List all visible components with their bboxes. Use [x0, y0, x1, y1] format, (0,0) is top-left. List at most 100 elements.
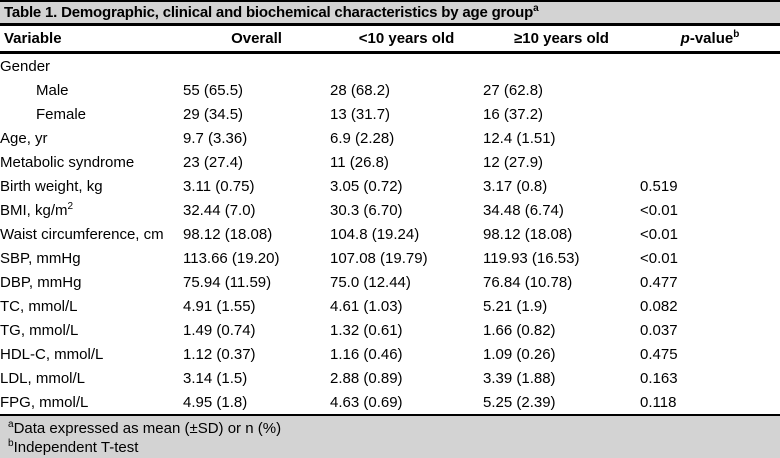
cell-value: <0.01 — [640, 249, 678, 267]
cell-value: 0.519 — [640, 177, 678, 195]
cell-value: 4.61 (1.03) — [330, 297, 403, 315]
row-label: Age, yr — [0, 129, 48, 147]
col-header-pvalue: p-valueb — [640, 26, 780, 54]
cell-value: 3.11 (0.75) — [183, 177, 255, 195]
table-row: TC, mmol/L 4.91 (1.55) 4.61 (1.03) 5.21 (1.… — [0, 294, 780, 318]
cell-value: 16 (37.2) — [483, 105, 544, 123]
row-label: DBP, mmHg — [0, 273, 82, 291]
cell-value: 2.88 (0.89) — [330, 369, 403, 387]
cell-value: 0.475 — [640, 345, 678, 363]
table-row: LDL, mmol/L 3.14 (1.5) 2.88 (0.89) 3.39 (1.… — [0, 366, 780, 390]
cell-value: 13 (31.7) — [330, 105, 391, 123]
cell-value: 104.8 (19.24) — [330, 225, 420, 243]
pvalue-rest: -value — [689, 30, 734, 47]
table-row: DBP, mmHg 75.94 (11.59) 75.0 (12.44) 76.84 … — [0, 270, 780, 294]
cell-value: 3.05 (0.72) — [330, 177, 403, 195]
cell-value: 0.037 — [640, 321, 678, 339]
row-label: FPG, mmol/L — [0, 390, 183, 416]
cell-value: <0.01 — [640, 225, 678, 243]
table-title: Table 1. Demographic, clinical and bioch… — [0, 2, 780, 26]
table-title-text: Table 1. Demographic, clinical and bioch… — [4, 4, 534, 21]
cell-value: 5.21 (1.9) — [483, 297, 548, 315]
cell-value: 1.16 (0.46) — [330, 345, 403, 363]
cell-value — [183, 53, 330, 79]
table-row: Waist circumference, cm 98.12 (18.08) 104.… — [0, 222, 780, 246]
table-row: Age, yr 9.7 (3.36) 6.9 (2.28) 12.4 (1.51) — [0, 126, 780, 150]
row-label: BMI, kg/m2 — [0, 200, 74, 219]
cell-value: 32.44 (7.0) — [183, 201, 256, 219]
row-label: Metabolic syndrome — [0, 153, 135, 171]
cell-value: 12.4 (1.51) — [483, 129, 556, 147]
col-header-under10: <10 years old — [330, 26, 483, 54]
cell-value: 1.49 (0.74) — [183, 321, 256, 339]
cell-value: 23 (27.4) — [183, 153, 244, 171]
table-row: Female 29 (34.5) 13 (31.7) 16 (37.2) — [0, 102, 780, 126]
cell-value: 27 (62.8) — [483, 81, 544, 99]
cell-value: 4.63 (0.69) — [330, 390, 483, 416]
pvalue-italic-p: p — [680, 30, 690, 47]
table-row: TG, mmol/L 1.49 (0.74) 1.32 (0.61) 1.66 (0.… — [0, 318, 780, 342]
footnote-a: aData expressed as mean (±SD) or n (%) — [8, 419, 780, 438]
row-label: Female — [36, 105, 87, 123]
row-label: HDL-C, mmol/L — [0, 345, 104, 363]
row-label: Male — [36, 81, 69, 99]
cell-value: 113.66 (19.20) — [183, 249, 280, 267]
row-label: TC, mmol/L — [0, 297, 78, 315]
table-row: Male 55 (65.5) 28 (68.2) 27 (62.8) — [0, 78, 780, 102]
table-row: Gender — [0, 53, 780, 79]
cell-value: 5.25 (2.39) — [483, 390, 640, 416]
cell-value — [640, 78, 780, 102]
cell-value: 98.12 (18.08) — [483, 225, 573, 243]
row-label: Birth weight, kg — [0, 177, 103, 195]
header-row: Variable Overall <10 years old ≥10 years… — [0, 26, 780, 54]
cell-value — [640, 126, 780, 150]
cell-value: 75.94 (11.59) — [183, 273, 272, 291]
cell-value: <0.01 — [640, 201, 678, 219]
cell-value: 1.32 (0.61) — [330, 321, 403, 339]
cell-value — [640, 102, 780, 126]
cell-value — [640, 150, 780, 174]
footnote-a-marker: a — [8, 419, 14, 430]
table-row: BMI, kg/m2 32.44 (7.0) 30.3 (6.70) 34.48 (6… — [0, 198, 780, 222]
cell-value — [330, 53, 483, 79]
cell-value: 55 (65.5) — [183, 81, 244, 99]
pvalue-superscript: b — [733, 29, 740, 40]
cell-value: 3.17 (0.8) — [483, 177, 548, 195]
row-label: Waist circumference, cm — [0, 225, 164, 243]
cell-value: 6.9 (2.28) — [330, 129, 395, 147]
cell-value: 12 (27.9) — [483, 153, 544, 171]
cell-value: 1.12 (0.37) — [183, 345, 256, 363]
footnote-b-marker: b — [8, 438, 14, 449]
cell-value: 0.477 — [640, 273, 678, 291]
cell-value: 3.39 (1.88) — [483, 369, 556, 387]
row-label-superscript: 2 — [67, 200, 74, 212]
cell-value: 4.95 (1.8) — [183, 390, 330, 416]
cell-value: 4.91 (1.55) — [183, 297, 256, 315]
cell-value: 1.66 (0.82) — [483, 321, 556, 339]
cell-value: 34.48 (6.74) — [483, 201, 564, 219]
row-label: Gender — [0, 57, 51, 75]
cell-value: 11 (26.8) — [330, 153, 389, 171]
cell-value: 98.12 (18.08) — [183, 225, 273, 243]
cell-value: 75.0 (12.44) — [330, 273, 411, 291]
row-label: LDL, mmol/L — [0, 369, 86, 387]
cell-value: 119.93 (16.53) — [483, 249, 580, 267]
row-label: TG, mmol/L — [0, 321, 79, 339]
table-row: Metabolic syndrome 23 (27.4) 11 (26.8) 12 (… — [0, 150, 780, 174]
characteristics-table: Variable Overall <10 years old ≥10 years… — [0, 26, 780, 416]
footnote-b-text: Independent T-test — [13, 439, 139, 456]
table-body: Gender Male 55 (65.5) 28 (68.2) 27 (62.8) Fem… — [0, 53, 780, 416]
cell-value — [483, 53, 640, 79]
col-header-overall: Overall — [183, 26, 330, 54]
cell-value: 107.08 (19.79) — [330, 249, 428, 267]
cell-value: 9.7 (3.36) — [183, 129, 248, 147]
table-row: HDL-C, mmol/L 1.12 (0.37) 1.16 (0.46) 1.09 … — [0, 342, 780, 366]
table-row: FPG, mmol/L 4.95 (1.8) 4.63 (0.69) 5.25 (2.… — [0, 390, 780, 416]
cell-value: 3.14 (1.5) — [183, 369, 248, 387]
cell-value: 0.163 — [640, 369, 678, 387]
cell-value: 29 (34.5) — [183, 105, 244, 123]
footnote-a-text: Data expressed as mean (±SD) or n (%) — [13, 420, 282, 437]
cell-value: 1.09 (0.26) — [483, 345, 556, 363]
col-header-variable: Variable — [0, 26, 183, 54]
